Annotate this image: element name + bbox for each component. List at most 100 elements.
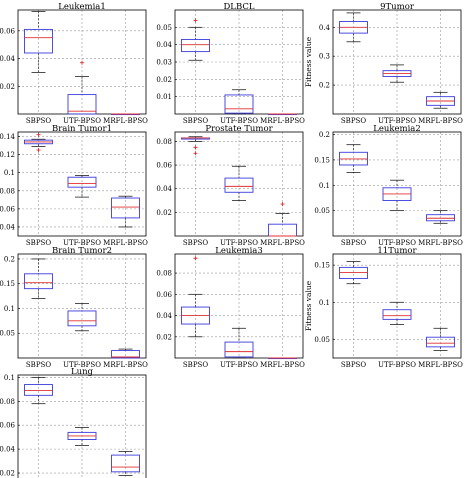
box [268, 202, 297, 237]
box [67, 175, 97, 198]
y-axis-label: Fitness value [304, 280, 313, 331]
y-tick-label: 0.06 [0, 422, 16, 430]
y-tick-label: 0.05 [314, 336, 330, 344]
y-tick-label: 0.05 [0, 330, 15, 338]
chart-title: 11Tumor [377, 246, 417, 256]
box-body [24, 384, 53, 396]
y-tick-label: 0.08 [0, 187, 15, 195]
axes-frame [332, 131, 462, 237]
y-tick-label: 0.15 [314, 156, 330, 164]
box [111, 348, 140, 359]
x-tick-label: MRFL-BPSO [260, 239, 305, 247]
box-body [67, 310, 97, 327]
y-tick-label: 0.15 [0, 280, 15, 288]
x-tick-label: SBPSO [183, 117, 208, 125]
chart-panel: 0.020.040.060.080.1SBPSOUTF-BPSOMRFL-BPS… [0, 367, 147, 478]
y-tick-label: 0.06 [0, 205, 16, 213]
y-tick-label: 0.03 [156, 59, 172, 67]
box [67, 303, 97, 332]
x-tick-label: MRFL-BPSO [260, 361, 305, 369]
box [111, 451, 140, 476]
x-tick-label: UTF-BPSO [378, 117, 416, 125]
x-tick-label: SBPSO [341, 361, 366, 369]
x-tick-label: SBPSO [183, 239, 208, 247]
box [24, 10, 53, 73]
chart-title: DLBCL [223, 2, 254, 12]
box-body [24, 28, 53, 54]
x-tick-label: MRFL-BPSO [103, 117, 148, 125]
chart-panel: 0.02 0.04 0.06 0.08 SBPSO UTF-BPSO MRFL-BPSO Pr… [156, 124, 305, 247]
outlier-point [193, 256, 198, 261]
box-body [382, 309, 412, 320]
chart-title: Lung [71, 367, 94, 377]
x-tick-label: MRFL-BPSO [103, 361, 148, 369]
box [111, 113, 140, 116]
box [181, 136, 210, 156]
box [181, 18, 210, 61]
chart-panel: 0.05 0.1 0.15 0.2 SBPSO UTF-BPSO MRFL-BPSO Leuk… [314, 124, 463, 247]
chart-title: Leukemia2 [373, 124, 421, 134]
y-tick-label: 0.08 [156, 270, 172, 278]
y-tick-label: 0.04 [156, 185, 172, 193]
box [181, 256, 210, 338]
chart-title: Brain Tumor1 [52, 124, 112, 134]
box [339, 261, 368, 285]
chart-title: Leukemia1 [58, 2, 106, 12]
x-tick-label: MRFL-BPSO [103, 239, 148, 247]
outlier-point [193, 18, 198, 23]
chart-panel: 0.02 0.04 0.06 0.08 SBPSO UTF-BPSO MRFL-BPSO Le… [156, 246, 305, 369]
y-tick-label: 0.2 [319, 82, 330, 90]
x-tick-label: SBPSO [341, 117, 366, 125]
y-axis-label: Fitness value [304, 36, 313, 87]
box [426, 91, 455, 109]
y-tick-label: 0.1 [319, 299, 330, 307]
y-tick-label: 0.4 [319, 24, 331, 32]
box [268, 113, 297, 116]
outlier-point [193, 151, 198, 156]
box [24, 132, 53, 153]
y-tick-label: 0.02 [156, 333, 172, 341]
box [426, 210, 455, 224]
y-tick-label: 0.04 [0, 55, 16, 63]
box [339, 12, 368, 43]
box-body [67, 94, 97, 115]
y-tick-label: 0.04 [0, 446, 16, 454]
y-tick-label: 0.02 [156, 209, 172, 217]
y-tick-label: 0.2 [319, 131, 330, 139]
box-body [111, 350, 140, 359]
chart-panel: 0.01 0.02 0.03 0.04 0.05 SBPSO UTF-BPSO MRFL-BP… [156, 2, 305, 125]
y-tick-label: 0.2 [4, 255, 15, 263]
x-tick-label: SBPSO [26, 239, 51, 247]
y-tick-label: 0.08 [0, 398, 15, 406]
x-tick-label: SBPSO [341, 239, 366, 247]
outlier-point [80, 60, 84, 65]
box-body [24, 273, 53, 290]
x-tick-label: SBPSO [183, 361, 208, 369]
y-tick-label: 0.1 [4, 305, 15, 313]
axes-frame [174, 131, 304, 237]
x-tick-label: UTF-BPSO [63, 239, 101, 247]
chart-title: Leukemia3 [215, 246, 263, 256]
y-tick-label: 0.06 [0, 27, 16, 35]
box-body [181, 39, 210, 53]
x-tick-label: MRFL-BPSO [260, 117, 305, 125]
y-tick-label: 0.02 [0, 470, 15, 478]
y-tick-label: 0.01 [156, 93, 172, 101]
y-tick-label: 0.1 [4, 169, 15, 177]
y-tick-label: 0.08 [156, 138, 172, 146]
x-tick-label: UTF-BPSO [220, 117, 258, 125]
y-tick-label: 0.14 [0, 133, 16, 141]
outlier-point [36, 148, 41, 153]
x-tick-label: UTF-BPSO [220, 361, 258, 369]
y-tick-label: 0.02 [0, 83, 15, 91]
box [24, 258, 53, 299]
chart-panel: 0.05 0.1 0.15 0.2 SBPSO UTF-BPSO MRFL-BPSO Brai… [0, 246, 148, 369]
x-tick-label: UTF-BPSO [63, 361, 101, 369]
outlier-point [193, 145, 198, 150]
chart-panel: 0.2 0.3 0.4 SBPSO UTF-BPSO MRFL-BPSO 9Tumor Fit… [304, 2, 463, 125]
chart-panel: 0.04 0.06 0.08 0.1 0.12 0.14 SBPSO UTF-BPSO MRFL… [0, 124, 148, 247]
y-tick-label: 0.05 [314, 207, 330, 215]
box [268, 357, 297, 360]
chart-panel: 0.05 0.1 0.15 SBPSO UTF-BPSO MRFL-BPSO 11Tumor… [304, 246, 463, 369]
